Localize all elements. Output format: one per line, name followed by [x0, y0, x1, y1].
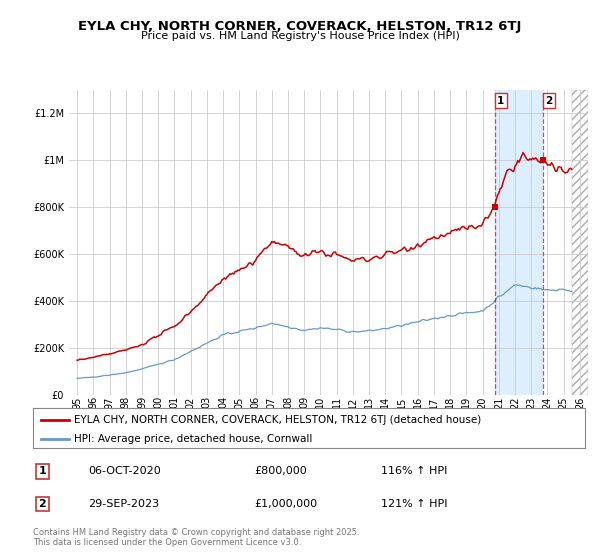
Text: 1: 1 [38, 466, 46, 476]
Text: HPI: Average price, detached house, Cornwall: HPI: Average price, detached house, Corn… [74, 434, 313, 444]
Text: Price paid vs. HM Land Registry's House Price Index (HPI): Price paid vs. HM Land Registry's House … [140, 31, 460, 41]
Text: 2: 2 [38, 499, 46, 509]
Text: 1: 1 [497, 96, 505, 106]
Text: 06-OCT-2020: 06-OCT-2020 [88, 466, 161, 476]
Text: 121% ↑ HPI: 121% ↑ HPI [381, 499, 447, 509]
Text: 116% ↑ HPI: 116% ↑ HPI [381, 466, 447, 476]
Text: £1,000,000: £1,000,000 [254, 499, 317, 509]
Bar [572, 90, 588, 395]
Text: EYLA CHY, NORTH CORNER, COVERACK, HELSTON, TR12 6TJ: EYLA CHY, NORTH CORNER, COVERACK, HELSTO… [79, 20, 521, 32]
Text: EYLA CHY, NORTH CORNER, COVERACK, HELSTON, TR12 6TJ (detached house): EYLA CHY, NORTH CORNER, COVERACK, HELSTO… [74, 415, 482, 425]
Text: 29-SEP-2023: 29-SEP-2023 [88, 499, 160, 509]
Bar [495, 90, 543, 395]
Text: 2: 2 [545, 96, 553, 106]
Text: Contains HM Land Registry data © Crown copyright and database right 2025.
This d: Contains HM Land Registry data © Crown c… [33, 528, 359, 547]
Text: £800,000: £800,000 [254, 466, 307, 476]
